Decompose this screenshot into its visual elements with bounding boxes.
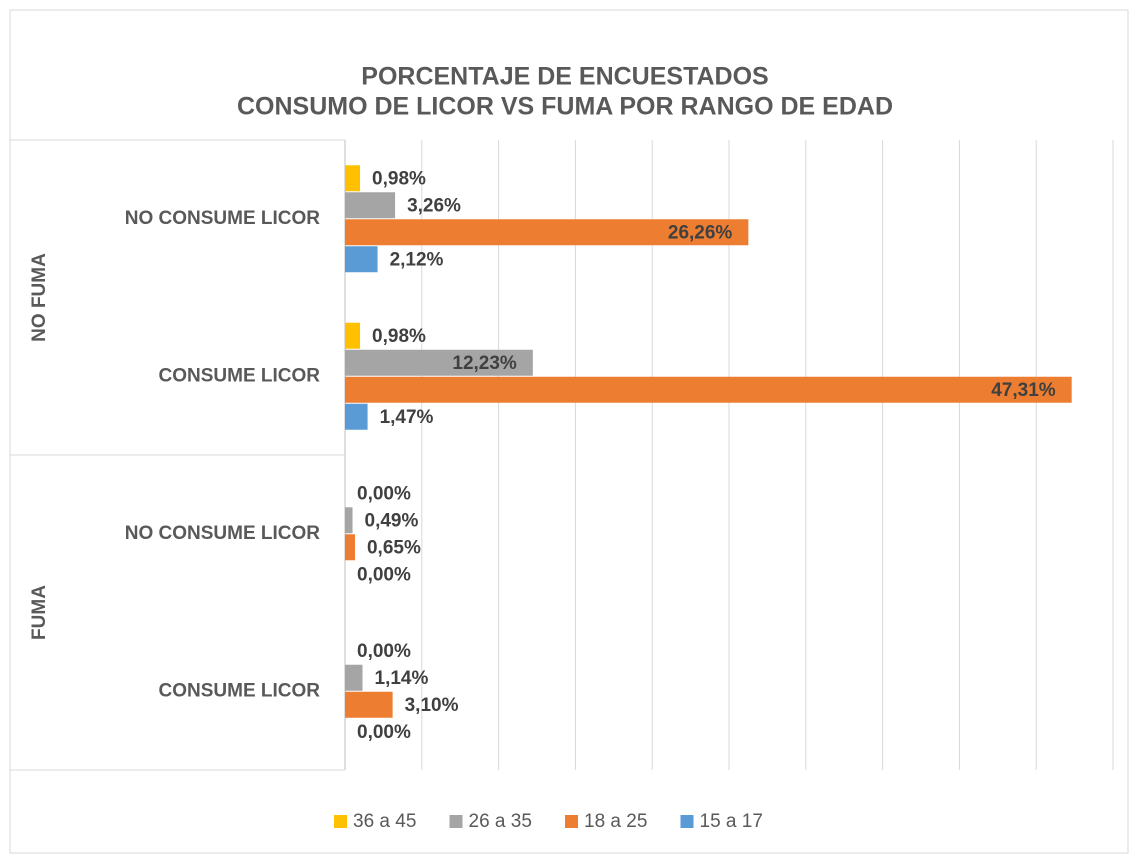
legend-label: 36 a 45 xyxy=(353,811,416,832)
data-label: 47,31% xyxy=(991,380,1056,401)
chart-title: CONSUMO DE LICOR VS FUMA POR RANGO DE ED… xyxy=(237,93,893,121)
data-label: 0,00% xyxy=(357,722,411,743)
data-label: 3,10% xyxy=(405,695,459,716)
bar xyxy=(345,376,1072,403)
data-label: 0,98% xyxy=(372,326,426,347)
data-label: 0,98% xyxy=(372,168,426,189)
data-label: 1,14% xyxy=(375,668,429,689)
data-label: 0,00% xyxy=(357,564,411,585)
y-tick-label: CONSUME LICOR xyxy=(159,365,321,386)
bar xyxy=(345,165,361,192)
data-label: 2,12% xyxy=(390,249,444,270)
bar xyxy=(345,246,378,273)
legend-label: 26 a 35 xyxy=(469,811,532,832)
data-label: 3,26% xyxy=(407,195,461,216)
bar xyxy=(345,192,396,219)
bar xyxy=(345,664,363,691)
bar xyxy=(345,507,353,534)
y-tick-label: NO CONSUME LICOR xyxy=(125,523,321,544)
legend-swatch xyxy=(565,815,578,828)
bar xyxy=(345,403,368,430)
bar xyxy=(345,322,361,349)
data-label: 0,49% xyxy=(365,510,419,531)
bar xyxy=(345,534,355,561)
data-label: 12,23% xyxy=(452,353,517,374)
y-tick-label: NO CONSUME LICOR xyxy=(125,208,321,229)
chart-title: PORCENTAJE DE ENCUESTADOS xyxy=(361,63,768,91)
data-label: 0,00% xyxy=(357,483,411,504)
bar xyxy=(345,219,749,246)
data-label: 1,47% xyxy=(380,407,434,428)
bar xyxy=(345,349,533,376)
group-label: NO FUMA xyxy=(29,253,50,342)
legend-swatch xyxy=(334,815,347,828)
data-label: 0,65% xyxy=(367,537,421,558)
legend-swatch xyxy=(449,815,463,828)
data-label: 0,00% xyxy=(357,641,411,662)
group-label: FUMA xyxy=(29,585,50,640)
y-tick-label: CONSUME LICOR xyxy=(159,680,321,701)
legend-label: 18 a 25 xyxy=(584,811,647,832)
data-label: 26,26% xyxy=(668,222,733,243)
bar xyxy=(345,691,393,718)
chart-border xyxy=(9,9,1129,854)
legend-label: 15 a 17 xyxy=(700,811,763,832)
legend-swatch xyxy=(680,815,694,828)
